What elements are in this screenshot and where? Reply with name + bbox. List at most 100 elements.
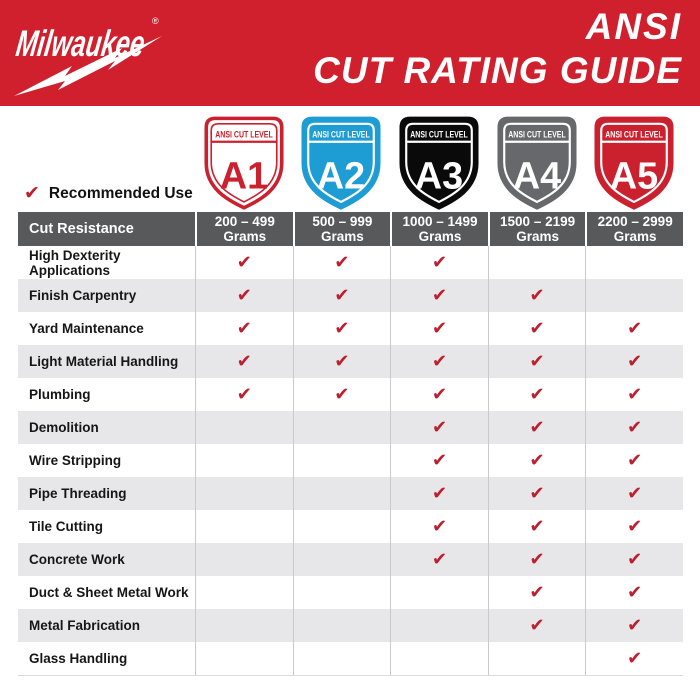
row-label: Yard Maintenance [29, 321, 144, 336]
check-cell-A2: ✔ [292, 378, 391, 411]
check-icon: ✔ [431, 549, 448, 569]
check-cell-A1: ✔ [195, 246, 293, 279]
check-icon: ✔ [627, 384, 643, 404]
check-cell-A4: ✔ [487, 543, 586, 576]
column-header-A2: 500 – 999 Grams [292, 212, 391, 246]
title-line2: CUT RATING GUIDE [313, 50, 682, 91]
check-cell-A2 [292, 642, 391, 675]
check-icon: ✔ [529, 549, 545, 569]
check-cell-A3: ✔ [390, 444, 488, 477]
row-label: Pipe Threading [29, 486, 127, 501]
check-cell-A5: ✔ [585, 312, 683, 345]
row-label: Plumbing [29, 387, 91, 402]
check-icon: ✔ [431, 516, 448, 536]
row-label: Finish Carpentry [29, 288, 137, 303]
check-cell-A5: ✔ [585, 543, 683, 576]
check-cell-A1 [195, 576, 293, 609]
column-unit: Grams [321, 229, 364, 244]
shield-banner-text: ANSI CUT LEVEL [410, 129, 468, 139]
check-cell-A1: ✔ [195, 345, 293, 378]
check-icon: ✔ [24, 183, 40, 204]
column-range: 200 – 499 [214, 213, 275, 229]
check-icon: ✔ [529, 384, 545, 404]
shield-graphic-A5: ANSI CUT LEVEL A5 [594, 116, 674, 210]
check-icon: ✔ [529, 582, 545, 602]
lightning-bolt-icon [14, 36, 162, 96]
check-cell-A4 [487, 246, 586, 279]
check-icon: ✔ [529, 483, 545, 503]
column-range: 1000 – 1499 [402, 213, 478, 229]
table-row: Glass Handling ✔ [18, 642, 683, 675]
check-cell-A4: ✔ [487, 411, 586, 444]
shield-A5: ANSI CUT LEVEL A5 [589, 113, 679, 210]
check-cell-A1 [195, 642, 293, 675]
check-cell-A2: ✔ [292, 246, 391, 279]
check-cell-A4 [487, 642, 586, 675]
legend-label: Recommended Use [48, 184, 193, 202]
column-unit: Grams [613, 229, 657, 244]
table-row: Concrete Work ✔ ✔ ✔ [18, 543, 683, 576]
check-cell-A5 [585, 246, 683, 279]
check-cell-A3 [390, 609, 488, 642]
check-cell-A2: ✔ [292, 279, 391, 312]
check-icon: ✔ [334, 318, 350, 338]
row-label: High Dexterity Applications [29, 247, 121, 278]
check-cell-A2: ✔ [292, 312, 391, 345]
shield-banner-text: ANSI CUT LEVEL [215, 129, 273, 139]
shield-A3: ANSI CUT LEVEL A3 [394, 113, 484, 210]
check-icon: ✔ [431, 483, 448, 503]
cut-rating-table: Cut Resistance 200 – 499 Grams 500 – 999 Gra… [18, 212, 683, 676]
column-header-A5: 2200 – 2999 Grams [585, 212, 683, 246]
check-cell-A4: ✔ [487, 279, 586, 312]
check-cell-A4: ✔ [487, 345, 586, 378]
check-cell-A4: ✔ [487, 477, 586, 510]
check-cell-A5: ✔ [585, 411, 683, 444]
title-line1: ANSI [585, 6, 682, 47]
column-range: 500 – 999 [312, 213, 373, 229]
check-icon: ✔ [529, 450, 545, 470]
check-cell-A4: ✔ [487, 609, 586, 642]
table-row: Wire Stripping ✔ ✔ ✔ [18, 444, 683, 477]
check-cell-A2 [292, 411, 391, 444]
registered-trademark: ® [152, 16, 159, 26]
milwaukee-logo: Milwaukee ® [12, 4, 172, 102]
page-title: ANSI CUT RATING GUIDE [313, 8, 682, 89]
check-icon: ✔ [529, 351, 545, 371]
check-icon: ✔ [236, 285, 252, 305]
check-cell-A1 [195, 444, 293, 477]
check-icon: ✔ [236, 252, 252, 272]
check-icon: ✔ [431, 384, 448, 404]
check-icon: ✔ [431, 450, 448, 470]
check-cell-A3: ✔ [390, 246, 488, 279]
check-cell-A4: ✔ [487, 378, 586, 411]
shield-graphic-A2: ANSI CUT LEVEL A2 [301, 116, 381, 210]
column-header-A4: 1500 – 2199 Grams [487, 212, 586, 246]
check-cell-A2 [292, 543, 391, 576]
check-icon: ✔ [431, 351, 448, 371]
table-row: Metal Fabrication ✔ ✔ [18, 609, 683, 642]
check-icon: ✔ [236, 384, 252, 404]
table-row: Light Material Handling ✔ ✔ ✔ ✔ ✔ [18, 345, 683, 378]
check-icon: ✔ [431, 252, 448, 272]
shield-A1: ANSI CUT LEVEL A1 [199, 113, 289, 210]
shield-banner-text: ANSI CUT LEVEL [508, 129, 566, 139]
check-cell-A4: ✔ [487, 576, 586, 609]
shield-A2: ANSI CUT LEVEL A2 [296, 113, 386, 210]
check-cell-A3 [390, 576, 488, 609]
shield-level-label: A3 [415, 154, 463, 196]
shield-graphic-A1: ANSI CUT LEVEL A1 [204, 116, 284, 210]
check-cell-A3: ✔ [390, 411, 488, 444]
shield-graphic-A3: ANSI CUT LEVEL A3 [399, 116, 479, 210]
check-cell-A3: ✔ [390, 312, 488, 345]
check-icon: ✔ [627, 582, 643, 602]
check-cell-A5: ✔ [585, 345, 683, 378]
check-icon: ✔ [529, 285, 545, 305]
check-icon: ✔ [627, 417, 643, 437]
check-icon: ✔ [627, 648, 643, 668]
check-cell-A4: ✔ [487, 510, 586, 543]
check-cell-A2 [292, 576, 391, 609]
check-cell-A1: ✔ [195, 279, 293, 312]
check-cell-A5: ✔ [585, 642, 683, 675]
check-icon: ✔ [334, 384, 350, 404]
